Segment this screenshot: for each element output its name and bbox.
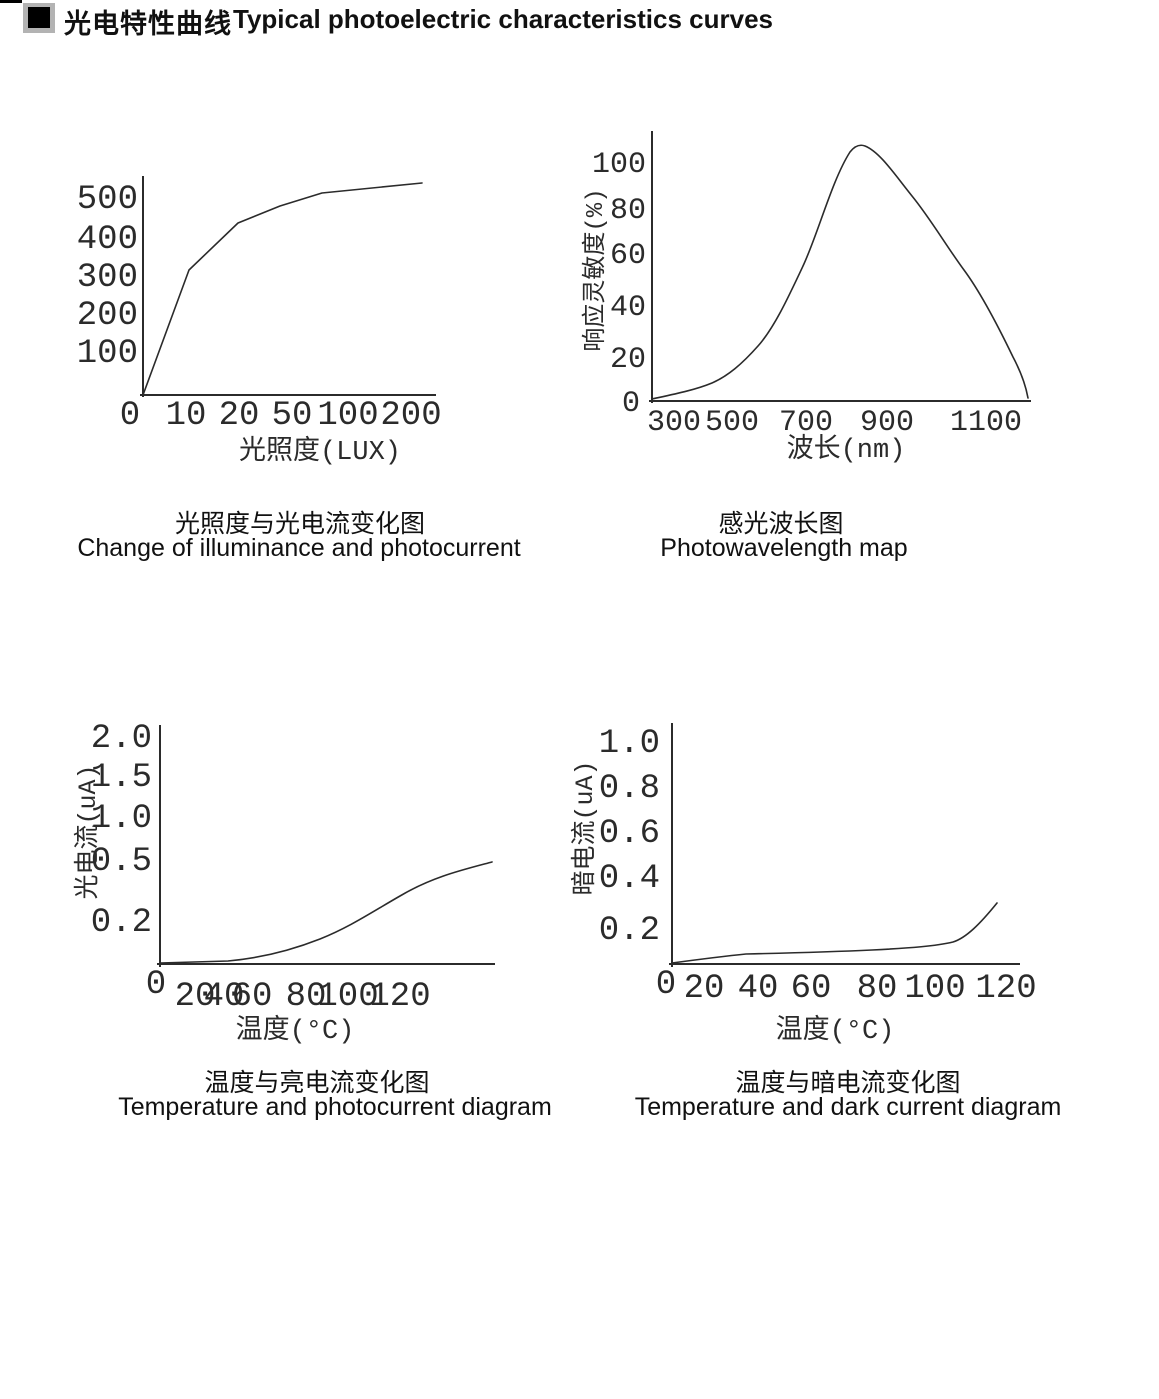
caption-zh-wavelength: 感光波长图 [718, 511, 844, 538]
y-tick-label: 0.2 [599, 912, 660, 950]
y-tick-label: 1.5 [91, 759, 152, 797]
x-tick-label: 80 [857, 970, 898, 1008]
x-tick-label: 40 [738, 970, 779, 1008]
x-tick-label: 20 [219, 397, 260, 435]
x-tick-label: 120 [975, 970, 1036, 1008]
x-axis-label: 波长(nm) [787, 433, 906, 465]
x-tick-label: 120 [369, 978, 430, 1016]
section-title-zh: 光电特性曲线 [64, 9, 232, 39]
x-tick-label: 20 [684, 970, 725, 1008]
x-tick-label: 60 [791, 970, 832, 1008]
y-tick-label: 0.5 [91, 843, 152, 881]
x-tick-label: 10 [166, 397, 207, 435]
page-corner-line [0, 0, 22, 3]
x-tick-label: 100 [317, 978, 378, 1016]
x-axis-label: 光照度(LUX) [239, 435, 401, 468]
x-tick-label: 0 [120, 397, 140, 435]
x-tick-label: 40 [204, 978, 245, 1016]
x-axis-label: 温度(°C) [236, 1014, 355, 1045]
y-tick-label: 0.8 [599, 770, 660, 808]
x-tick-label: 300 [647, 406, 701, 440]
y-tick-label: 100 [592, 148, 646, 182]
y-tick-label: 40 [610, 291, 646, 325]
chart-spectral-response: 100 80 60 40 20 0 300 500 700 900 1100 波… [581, 131, 1031, 465]
origin-label: 0 [146, 966, 166, 1004]
y-tick-label: 0.2 [91, 904, 152, 942]
y-tick-label: 2.0 [91, 720, 152, 758]
y-axis-label: 响应灵敏度(%) [581, 188, 610, 351]
section-bullet-icon [28, 7, 50, 28]
spectral-response-curve [651, 144, 1029, 400]
x-tick-label: 100 [904, 970, 965, 1008]
caption-en-illuminance: Change of illuminance and photocurrent [77, 534, 521, 562]
chart-temperature-darkcurrent: 1.0 0.8 0.6 0.4 0.2 0 20 40 60 80 100 12… [570, 723, 1037, 1045]
x-tick-label: 1100 [950, 406, 1022, 440]
x-tick-label: 100 [317, 397, 378, 435]
x-tick-label: 200 [380, 397, 441, 435]
caption-en-wavelength: Photowavelength map [660, 534, 908, 562]
caption-zh-temp-darkcurrent: 温度与暗电流变化图 [735, 1070, 961, 1097]
y-tick-label: 20 [610, 343, 646, 377]
x-tick-label: 700 [779, 406, 833, 440]
photocurrent-temp-curve [159, 861, 493, 964]
x-tick-label: 20 [175, 978, 216, 1016]
y-tick-label: 200 [77, 297, 138, 335]
origin-label: 0 [656, 966, 676, 1004]
y-tick-label: 400 [77, 221, 138, 259]
y-tick-label: 60 [610, 239, 646, 273]
chart-illuminance-photocurrent: 500 400 300 200 100 0 10 20 50 100 200 光… [77, 176, 442, 468]
y-tick-label: 500 [77, 181, 138, 219]
x-tick-label: 50 [272, 397, 313, 435]
y-tick-label: 0.4 [599, 860, 660, 898]
x-tick-label: 500 [705, 406, 759, 440]
y-tick-label: 1.0 [91, 800, 152, 838]
caption-en-temp-photocurrent: Temperature and photocurrent diagram [118, 1093, 552, 1121]
caption-zh-illuminance: 光照度与光电流变化图 [174, 511, 426, 538]
y-axis-label: 暗电流(uA) [570, 760, 600, 895]
y-tick-label: 100 [77, 335, 138, 373]
chart-temperature-photocurrent: 2.0 1.5 1.0 0.5 0.2 0 20 40 60 80 100 12… [73, 720, 495, 1045]
y-tick-label: 0 [622, 387, 640, 421]
caption-zh-temp-photocurrent: 温度与亮电流变化图 [204, 1070, 430, 1097]
x-axis-label: 温度(°C) [776, 1014, 895, 1045]
section-title-en: Typical photoelectric characteristics cu… [233, 4, 773, 34]
x-tick-label: 80 [286, 978, 327, 1016]
y-tick-label: 80 [610, 194, 646, 228]
caption-en-temp-darkcurrent: Temperature and dark current diagram [634, 1093, 1062, 1121]
y-tick-label: 1.0 [599, 725, 660, 763]
y-tick-label: 0.6 [599, 815, 660, 853]
y-tick-label: 300 [77, 259, 138, 297]
photocurrent-curve [142, 182, 423, 396]
y-axis-label: 光电流(uA) [73, 764, 103, 899]
x-tick-label: 60 [232, 978, 273, 1016]
x-tick-label: 900 [860, 406, 914, 440]
darkcurrent-temp-curve [671, 902, 998, 964]
